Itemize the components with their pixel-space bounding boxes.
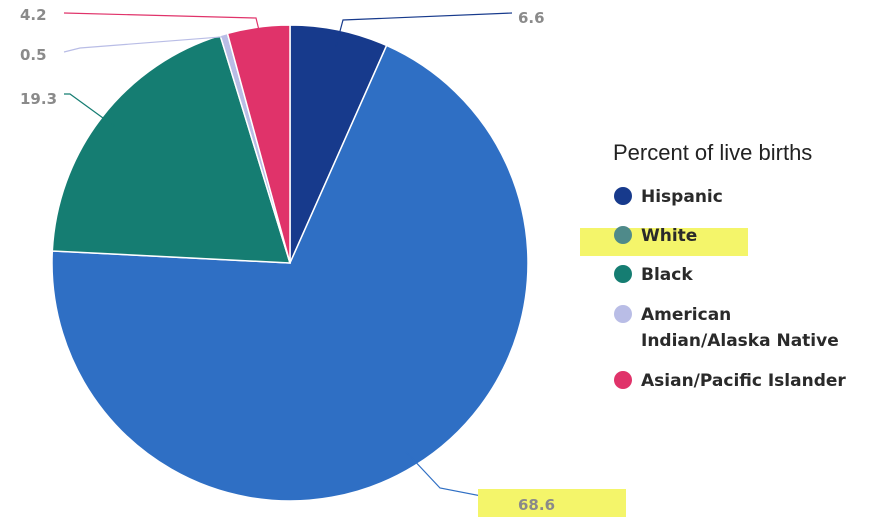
leader-line-asian-pacific-islander (63, 12, 260, 30)
leader-line-american-indian-alaska-native (63, 36, 225, 53)
legend-swatch-black (614, 265, 632, 283)
slices-layer (51, 24, 529, 502)
slice-label-hispanic: 6.6 (518, 9, 545, 27)
legend-title: Percent of live births (613, 140, 812, 165)
legend-swatch-white (614, 226, 632, 244)
slice-label-white: 68.6 (518, 496, 555, 514)
slice-label-american-indian-alaska-native: 0.5 (20, 46, 47, 64)
slice-labels: 6.6 68.6 19.3 0.5 4.2 (20, 6, 626, 517)
legend: Percent of live births Hispanic White Blac… (580, 140, 846, 391)
slice-white (51, 44, 529, 502)
legend-swatch-american-indian-alaska-native (614, 305, 632, 323)
highlight-marker-white (580, 228, 748, 256)
leader-line-black (64, 93, 116, 128)
leader-line-hispanic (335, 12, 513, 47)
legend-label-american-indian-alaska-native: American Indian/Alaska Native (641, 305, 839, 351)
slice-label-asian-pacific-islander: 4.2 (20, 6, 47, 24)
legend-label-black: Black (641, 265, 693, 285)
legend-swatch-asian-pacific-islander (614, 371, 632, 389)
slice-label-black: 19.3 (20, 90, 57, 108)
legend-label-asian-pacific-islander: Asian/Pacific Islander (641, 371, 846, 391)
legend-label-white: White (641, 226, 697, 246)
legend-swatch-hispanic (614, 187, 632, 205)
legend-label-hispanic: Hispanic (641, 187, 723, 207)
highlight-marker-68-6 (478, 489, 626, 517)
